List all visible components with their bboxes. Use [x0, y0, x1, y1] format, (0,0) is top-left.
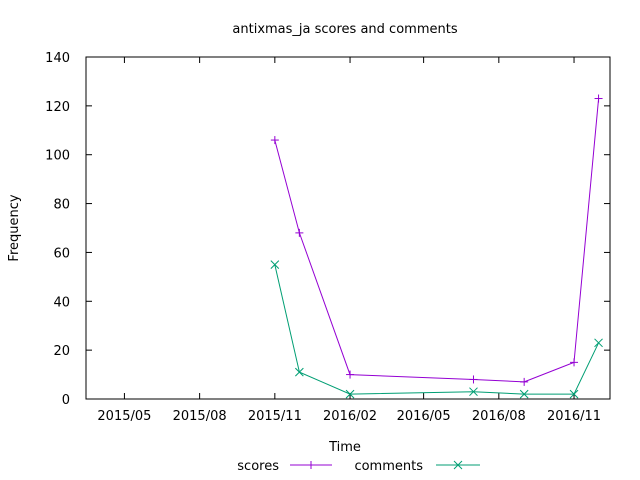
y-tick-label: 100: [45, 149, 70, 164]
scores-point: [270, 136, 279, 145]
y-tick-label: 80: [53, 198, 70, 213]
plot-frame: [85, 56, 611, 400]
scores-point: [469, 375, 478, 384]
x-axis: 2015/05 2015/08 2015/11 2016/02 2016/05 2016/…: [97, 57, 601, 424]
scores-point: [295, 228, 304, 237]
chart-title: antixmas_ja scores and comments: [232, 22, 457, 37]
legend-swatch-marker: [307, 461, 315, 469]
comments-point: [519, 389, 529, 399]
series-comments: [270, 260, 603, 399]
legend-label: comments: [354, 459, 423, 474]
x-tick-label: 2016/05: [397, 409, 451, 424]
x-tick-label: 2016/11: [547, 409, 601, 424]
y-tick-label: 120: [45, 100, 70, 115]
y-tick-label: 0: [62, 393, 70, 408]
legend-item-comments: comments: [354, 459, 480, 474]
legend-item-scores: scores: [237, 459, 332, 474]
x-tick-label: 2016/08: [472, 409, 526, 424]
comments-point: [295, 367, 304, 377]
comments-line: [274, 264, 600, 395]
y-axis-label: Frequency: [7, 194, 22, 261]
series-layer: [270, 94, 603, 399]
y-tick-label: 60: [53, 246, 70, 261]
y-tick-label: 20: [53, 344, 70, 359]
x-tick-label: 2016/02: [323, 409, 377, 424]
scores-point: [594, 94, 603, 103]
x-tick-label: 2015/08: [173, 409, 227, 424]
comments-point: [345, 389, 355, 399]
x-tick-label: 2015/05: [97, 409, 151, 424]
x-axis-label: Time: [328, 440, 361, 455]
legend-label: scores: [237, 459, 279, 474]
scores-point: [570, 358, 579, 367]
legend-swatch-marker: [453, 460, 463, 470]
series-scores: [270, 94, 603, 386]
comments-point: [594, 338, 603, 348]
y-tick-label: 140: [45, 51, 70, 66]
comments-point: [469, 387, 478, 397]
y-axis: 0 20 40 60 80 100 120 140: [45, 51, 610, 408]
comments-point: [569, 389, 579, 399]
scores-line: [274, 98, 600, 383]
y-tick-label: 40: [53, 295, 70, 310]
legend: scores comments: [237, 459, 480, 474]
scores-point: [520, 377, 529, 386]
x-tick-label: 2015/11: [248, 409, 302, 424]
scores-point: [346, 370, 355, 379]
comments-point: [270, 260, 280, 269]
